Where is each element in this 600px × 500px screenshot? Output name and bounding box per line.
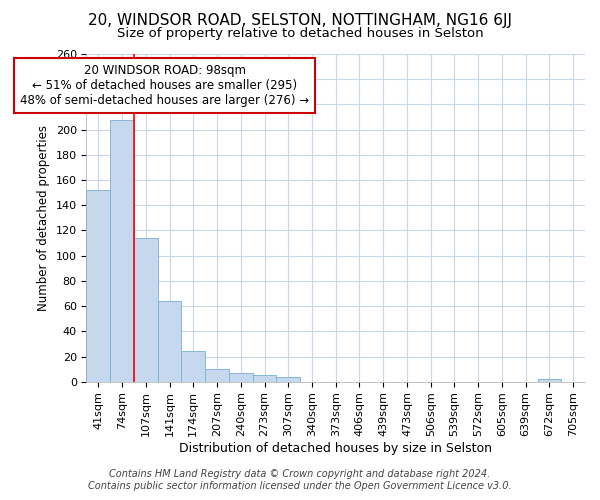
Text: 20, WINDSOR ROAD, SELSTON, NOTTINGHAM, NG16 6JJ: 20, WINDSOR ROAD, SELSTON, NOTTINGHAM, N… <box>88 12 512 28</box>
Y-axis label: Number of detached properties: Number of detached properties <box>37 125 50 311</box>
Bar <box>538 379 561 382</box>
X-axis label: Distribution of detached houses by size in Selston: Distribution of detached houses by size … <box>179 442 492 455</box>
Bar <box>253 376 277 382</box>
Bar <box>86 190 110 382</box>
Bar <box>134 238 158 382</box>
Bar <box>110 120 134 382</box>
Text: Size of property relative to detached houses in Selston: Size of property relative to detached ho… <box>116 28 484 40</box>
Bar <box>229 373 253 382</box>
Bar <box>158 301 181 382</box>
Text: Contains HM Land Registry data © Crown copyright and database right 2024.
Contai: Contains HM Land Registry data © Crown c… <box>88 470 512 491</box>
Bar <box>277 376 300 382</box>
Bar <box>181 352 205 382</box>
Text: 20 WINDSOR ROAD: 98sqm
← 51% of detached houses are smaller (295)
48% of semi-de: 20 WINDSOR ROAD: 98sqm ← 51% of detached… <box>20 64 310 107</box>
Bar <box>205 369 229 382</box>
